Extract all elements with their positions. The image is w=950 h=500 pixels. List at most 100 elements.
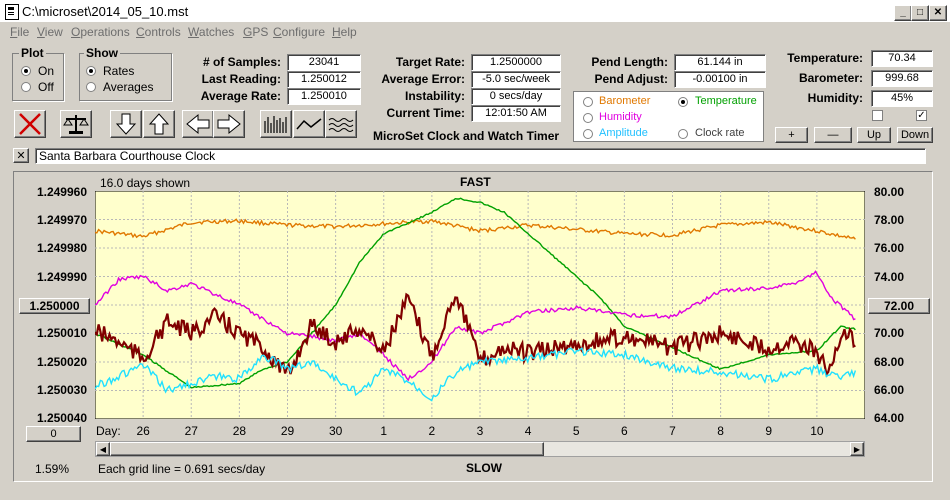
arrow-right-icon [217,113,241,135]
x-tick-label: 28 [232,424,247,438]
wave-icon [328,118,354,132]
humidity-radio[interactable] [583,113,593,123]
humidity-checkbox[interactable] [872,110,883,121]
slow-label: SLOW [466,461,502,475]
menu-operations[interactable]: Operations [71,25,130,39]
plus-button[interactable]: + [775,127,808,143]
percent-readout: 1.59% [35,462,70,476]
show-rates-label: Rates [103,64,135,78]
plot-area [95,191,865,419]
average-rate-label: Average Rate: [200,89,281,103]
plot-group-title: Plot [19,46,46,60]
pend-length-label: Pend Length: [591,55,668,69]
plot-on-radio[interactable] [21,66,31,76]
pend-adjust-label: Pend Adjust: [594,72,668,86]
close-clock-button[interactable]: ✕ [13,148,29,163]
line-view-button[interactable] [293,110,325,138]
day-axis-label: Day: [96,424,121,438]
scroll-left-arrow-icon[interactable]: ◀ [96,442,110,456]
right-tick-label: 80.00 [874,185,905,199]
window-title: C:\microset\2014_05_10.mst [22,4,189,19]
clock-name-field[interactable]: Santa Barbara Courthouse Clock [35,148,926,164]
y-tick-label: 1.249990 [36,270,87,284]
show-all-checkbox[interactable]: ✓ [916,110,927,121]
menu-configure[interactable]: Configure [273,25,326,39]
show-group [79,53,172,101]
scroll-thumb[interactable] [110,442,544,456]
minimize-button[interactable]: _ [894,5,912,21]
x-tick-label: 4 [524,424,532,438]
app-heading: MicroSet Clock and Watch Timer [373,129,560,143]
amplitude-radio[interactable] [583,129,593,139]
samples-field: 23041 [287,54,361,71]
show-averages-radio[interactable] [86,82,96,92]
right-tick-label: 68.00 [874,355,905,369]
menu-gps[interactable]: GPS [243,25,269,39]
minus-button[interactable]: — [814,127,852,143]
menu-controls[interactable]: Controls [136,25,181,39]
bars-view-button[interactable] [260,110,292,138]
y-tick-label: 1.249970 [36,213,87,227]
left-arrow-button[interactable] [182,110,214,138]
x-tick-label: 2 [428,424,436,438]
barometer-field: 999.68 [871,70,933,87]
up-arrow-button[interactable] [143,110,175,138]
balance-button[interactable] [60,110,92,138]
fast-label: FAST [460,175,491,189]
down-arrow-button[interactable] [110,110,142,138]
temperature-radio[interactable] [678,97,688,107]
scroll-right-arrow-icon[interactable]: ▶ [850,442,864,456]
menu-watches[interactable]: Watches [188,25,235,39]
pend-length-field[interactable]: 61.144 in [674,54,766,71]
menu-help[interactable]: Help [332,25,357,39]
close-window-button[interactable]: ✕ [929,5,947,21]
plot-off-label: Off [38,80,54,94]
arrow-down-icon [115,113,137,135]
x-tick-label: 8 [717,424,724,438]
humidity-field: 45% [871,90,933,107]
menu-file[interactable]: File [10,25,30,39]
up-button[interactable]: Up [857,127,891,143]
average-rate-field: 1.250010 [287,88,361,105]
grid-note: Each grid line = 0.691 secs/day [98,462,266,476]
right-tick-label: 78.00 [874,213,905,227]
x-tick-label: 9 [765,424,773,438]
right-center-button[interactable]: 72.00 [868,298,930,314]
y-tick-label: 1.250020 [36,355,87,369]
show-rates-radio[interactable] [86,66,96,76]
arrow-left-icon [186,113,210,135]
horizontal-scrollbar[interactable]: ◀ ▶ [95,441,865,457]
clear-button[interactable] [14,110,46,138]
series-line-rate [95,292,856,377]
barometer-option-label: Barometer [599,95,651,107]
right-tick-label: 76.00 [874,241,905,255]
series-line-barometer [95,218,856,240]
clock-rate-radio[interactable] [678,129,688,139]
last-reading-field: 1.250012 [287,71,361,88]
right-arrow-button[interactable] [213,110,245,138]
title-bar: C:\microset\2014_05_10.mst _ □ ✕ [0,0,950,22]
line-graph-icon [296,118,322,130]
down-button[interactable]: Down [897,127,933,143]
right-tick-label: 74.00 [874,270,905,284]
plot-on-label: On [38,64,55,78]
maximize-button[interactable]: □ [911,5,929,21]
y-center-button[interactable]: 1.250000 [19,298,90,314]
x-tick-label: 10 [810,424,824,438]
y-tick-label: 1.250040 [36,411,87,425]
sensor-selector [573,91,764,142]
x-tick-label: 27 [184,424,198,438]
plot-off-radio[interactable] [21,82,31,92]
y-tick-label: 1.249980 [36,241,87,255]
wave-view-button[interactable] [325,110,357,138]
y-tick-label: 1.249960 [36,185,87,199]
menu-view[interactable]: View [37,25,63,39]
barometer-radio[interactable] [583,97,593,107]
average-error-label: Average Error: [381,72,465,86]
pend-adjust-field[interactable]: -0.00100 in [674,71,766,88]
average-error-field: -5.0 sec/week [471,71,561,88]
x-tick-label: 6 [621,424,628,438]
red-x-icon [19,113,41,135]
barometer-label: Barometer: [798,71,863,85]
scroll-position-box[interactable]: 0 [26,426,81,442]
